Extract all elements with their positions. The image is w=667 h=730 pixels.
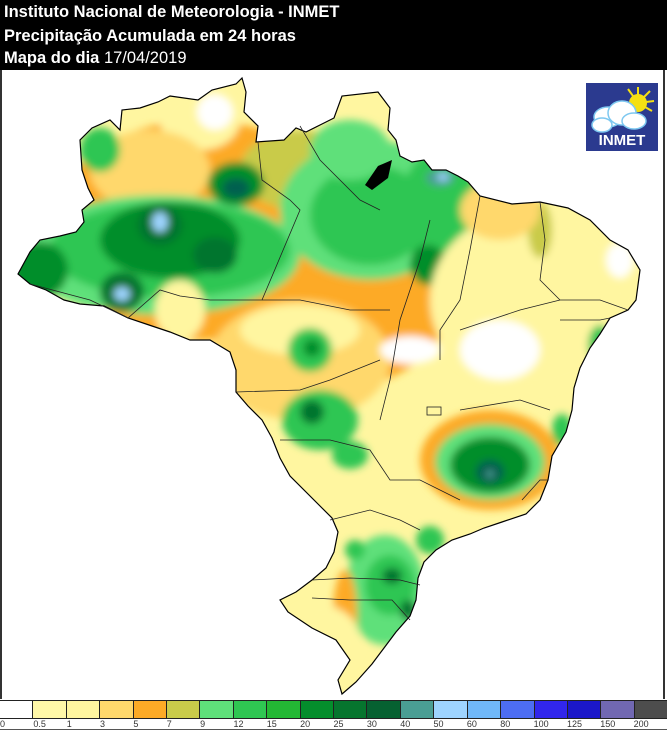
legend-swatch: [600, 701, 634, 718]
map-date-label: Mapa do dia: [4, 49, 100, 67]
legend-label: 200: [633, 719, 649, 729]
legend-swatch: [533, 701, 567, 718]
legend-swatch: [65, 701, 100, 718]
legend-label: 60: [466, 719, 477, 729]
legend-swatch: [99, 701, 133, 718]
legend-swatch: [0, 701, 33, 718]
legend-swatch: [399, 701, 434, 718]
legend-label: 3: [100, 719, 106, 729]
legend-label: 25: [333, 719, 344, 729]
institution-title: Instituto Nacional de Meteorologia - INM…: [4, 3, 340, 21]
legend-label: 150: [600, 719, 616, 729]
legend-swatch: [433, 701, 467, 718]
inmet-logo: INMET: [586, 83, 658, 151]
legend-label: 0.5: [33, 719, 46, 729]
legend-label: 50: [433, 719, 444, 729]
legend-swatch: [32, 701, 66, 718]
legend-swatch: [299, 701, 334, 718]
legend-label: 12: [233, 719, 244, 729]
legend-label: 100: [533, 719, 549, 729]
legend-label: 5: [133, 719, 139, 729]
legend-label: 0: [0, 719, 6, 729]
state-borders: [29, 125, 629, 621]
legend-label: 40: [400, 719, 411, 729]
legend-swatch: [266, 701, 300, 718]
legend-swatch: [500, 701, 534, 718]
map-frame: [0, 70, 665, 699]
product-title: Precipitação Acumulada em 24 horas: [4, 27, 296, 45]
precipitation-legend: 0 0.5 1 3 5 7 9 12 15 20 25 30 40 50 60 80 100 125 150 200: [0, 700, 667, 730]
legend-label: 20: [300, 719, 311, 729]
legend-swatch: [466, 701, 501, 718]
legend-color-bar: [0, 700, 667, 719]
legend-label: 9: [200, 719, 206, 729]
legend-swatch: [333, 701, 367, 718]
legend-label: 1: [66, 719, 72, 729]
legend-swatch: [199, 701, 233, 718]
precipitation-map: [0, 70, 667, 700]
legend-label: 125: [566, 719, 582, 729]
legend-label: 30: [366, 719, 377, 729]
legend-swatch: [166, 701, 200, 718]
map-date-line: Mapa do dia 17/04/2019: [4, 48, 187, 68]
legend-labels: 0 0.5 1 3 5 7 9 12 15 20 25 30 40 50 60 80 100 125 150 200: [0, 719, 667, 730]
legend-swatch: [132, 701, 167, 718]
legend-label: 80: [500, 719, 511, 729]
legend-swatch: [566, 701, 601, 718]
map-header: Instituto Nacional de Meteorologia - INM…: [0, 0, 667, 70]
inmet-logo-text: INMET: [598, 132, 646, 149]
legend-swatch: [366, 701, 400, 718]
legend-label: 7: [166, 719, 172, 729]
legend-swatch: [633, 701, 667, 718]
sun-cloud-icon: [591, 87, 655, 133]
legend-label: 15: [266, 719, 277, 729]
map-date: 17/04/2019: [103, 49, 187, 67]
legend-swatch: [232, 701, 267, 718]
